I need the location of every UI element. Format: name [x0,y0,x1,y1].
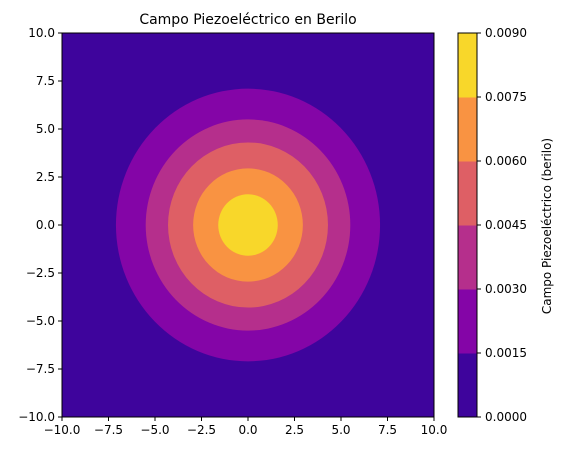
colorbar-tick-label: 0.0015 [485,346,527,360]
colorbar-band [458,33,477,98]
x-tick-label: 2.5 [285,423,304,437]
x-tick-label: −5.0 [140,423,169,437]
colorbar-label: Campo Piezoeléctrico (berilo) [540,138,554,314]
colorbar-band [458,225,477,290]
colorbar-band [458,353,477,418]
y-axis: 10.0 7.5 5.0 2.5 0.0 −2.5 −5.0 −7.5 −10.0 [18,26,62,424]
x-tick-label: 0.0 [238,423,257,437]
colorbar-tick-label: 0.0045 [485,218,527,232]
colorbar-band [458,161,477,226]
colorbar-tick-label: 0.0090 [485,26,527,40]
colorbar: 0.0000 0.0015 0.0030 0.0045 0.0060 0.0075 0.00… [457,26,527,424]
y-tick-label: 0.0 [36,218,55,232]
x-tick-label: −7.5 [94,423,123,437]
colorbar-band [458,97,477,162]
contour-level-5 [218,194,278,256]
y-tick-label: 2.5 [36,170,55,184]
colorbar-band [458,289,477,354]
y-tick-label: −2.5 [26,266,55,280]
x-tick-label: −10.0 [44,423,81,437]
plot-area [61,32,435,418]
colorbar-tick-label: 0.0075 [485,90,527,104]
x-tick-label: 5.0 [331,423,350,437]
colorbar-tick-label: 0.0060 [485,154,527,168]
y-tick-label: −10.0 [18,410,55,424]
x-axis: −10.0 −7.5 −5.0 −2.5 0.0 2.5 5.0 7.5 10.0 [44,417,448,437]
y-tick-label: 10.0 [28,26,55,40]
chart-title: Campo Piezoeléctrico en Berilo [139,12,356,28]
colorbar-tick-label: 0.0030 [485,282,527,296]
colorbar-tick-label: 0.0000 [485,410,527,424]
y-tick-label: 5.0 [36,122,55,136]
y-tick-label: 7.5 [36,74,55,88]
x-tick-label: 7.5 [378,423,397,437]
x-tick-label: −2.5 [187,423,216,437]
x-tick-label: 10.0 [421,423,448,437]
y-tick-label: −7.5 [26,362,55,376]
y-tick-label: −5.0 [26,314,55,328]
